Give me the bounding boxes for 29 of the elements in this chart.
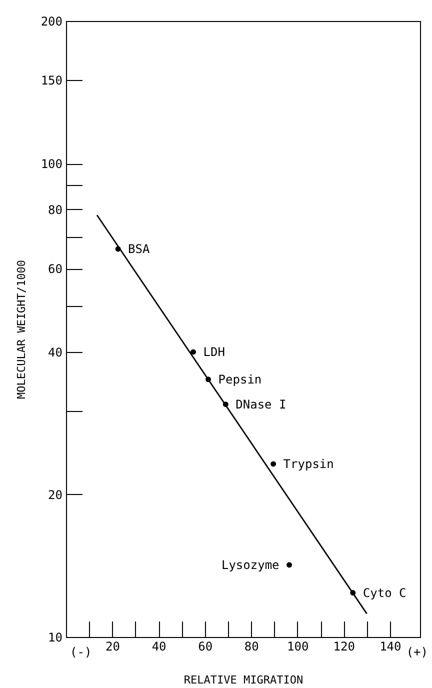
point	[270, 461, 276, 467]
annotation: LDH	[203, 344, 225, 359]
y-tick-label: 100	[40, 157, 62, 172]
y-tick-label: 40	[48, 345, 62, 360]
text: (+)	[406, 645, 428, 659]
x-tick-label: 100	[287, 640, 309, 654]
y-tick-label: 150	[40, 74, 62, 88]
y-tick-label: 200	[40, 14, 62, 28]
point	[190, 349, 196, 355]
x-tick-label: 60	[198, 640, 213, 654]
point	[286, 562, 292, 568]
annotation: Pepsin	[218, 372, 262, 386]
annotation: Lysozyme	[221, 558, 280, 572]
x-tick-label: 20	[106, 640, 120, 654]
x-tick-label: 80	[244, 640, 259, 654]
x-tick-label: 40	[152, 640, 166, 654]
text: (-)	[70, 645, 92, 659]
x-axis-title: RELATIVE MIGRATION	[184, 674, 304, 686]
annotation: DNase I	[236, 397, 286, 412]
x-tick-label: 120	[333, 640, 355, 654]
annotation: Trypsin	[283, 456, 334, 471]
y-tick-label: 80	[48, 202, 62, 217]
x-tick-label: 140	[380, 640, 402, 654]
y-tick-label: 20	[48, 488, 62, 502]
y-axis-title: MOLECULAR WEIGHT/1000	[14, 260, 28, 400]
y-tick-label: 60	[48, 262, 62, 276]
annotation: Cyto C	[362, 586, 406, 600]
annotation: BSA	[128, 242, 151, 256]
y-tick-label: 10	[48, 630, 62, 644]
